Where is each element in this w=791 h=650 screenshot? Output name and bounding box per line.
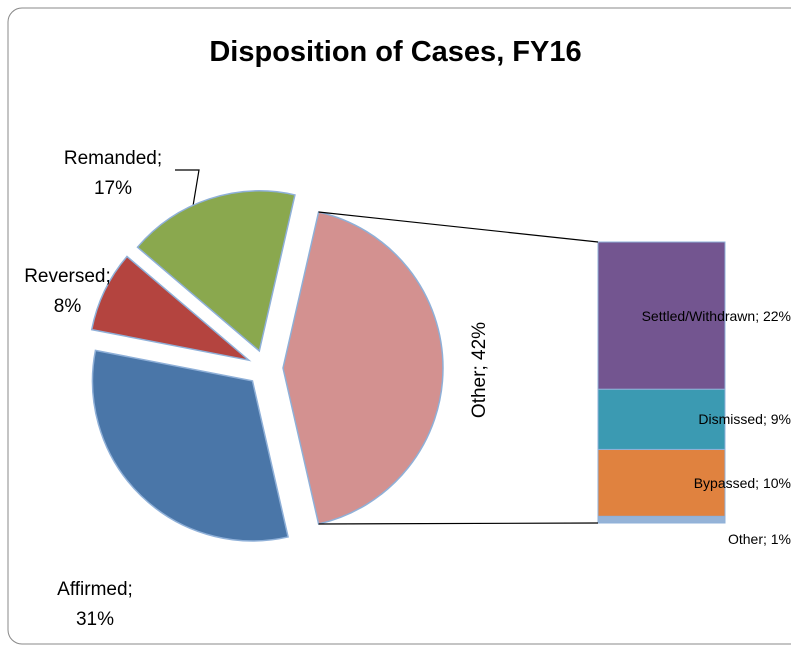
data-label: Other; 42%	[469, 321, 490, 419]
data-label: Remanded; 17%	[63, 148, 163, 199]
leader-line	[175, 169, 200, 207]
data-label: Affirmed; 31%	[57, 579, 133, 630]
connector-line	[318, 211, 599, 243]
pie-slice	[91, 349, 289, 542]
bar-label: Settled/Withdrawn; 22%	[641, 307, 791, 324]
bar-segment	[597, 241, 726, 390]
pie-slice	[90, 255, 252, 362]
chart-title: Disposition of Cases, FY16	[209, 36, 582, 68]
bar-label: Bypassed; 10%	[693, 474, 791, 491]
bar-segment	[597, 515, 726, 524]
connector-line	[318, 522, 599, 525]
data-label: Reversed; 8%	[24, 266, 111, 317]
pie-slice	[282, 211, 444, 525]
bar-label: Other; 1%	[727, 531, 791, 547]
pie-slice	[136, 190, 296, 353]
bar-label: Dismissed; 9%	[698, 411, 791, 428]
